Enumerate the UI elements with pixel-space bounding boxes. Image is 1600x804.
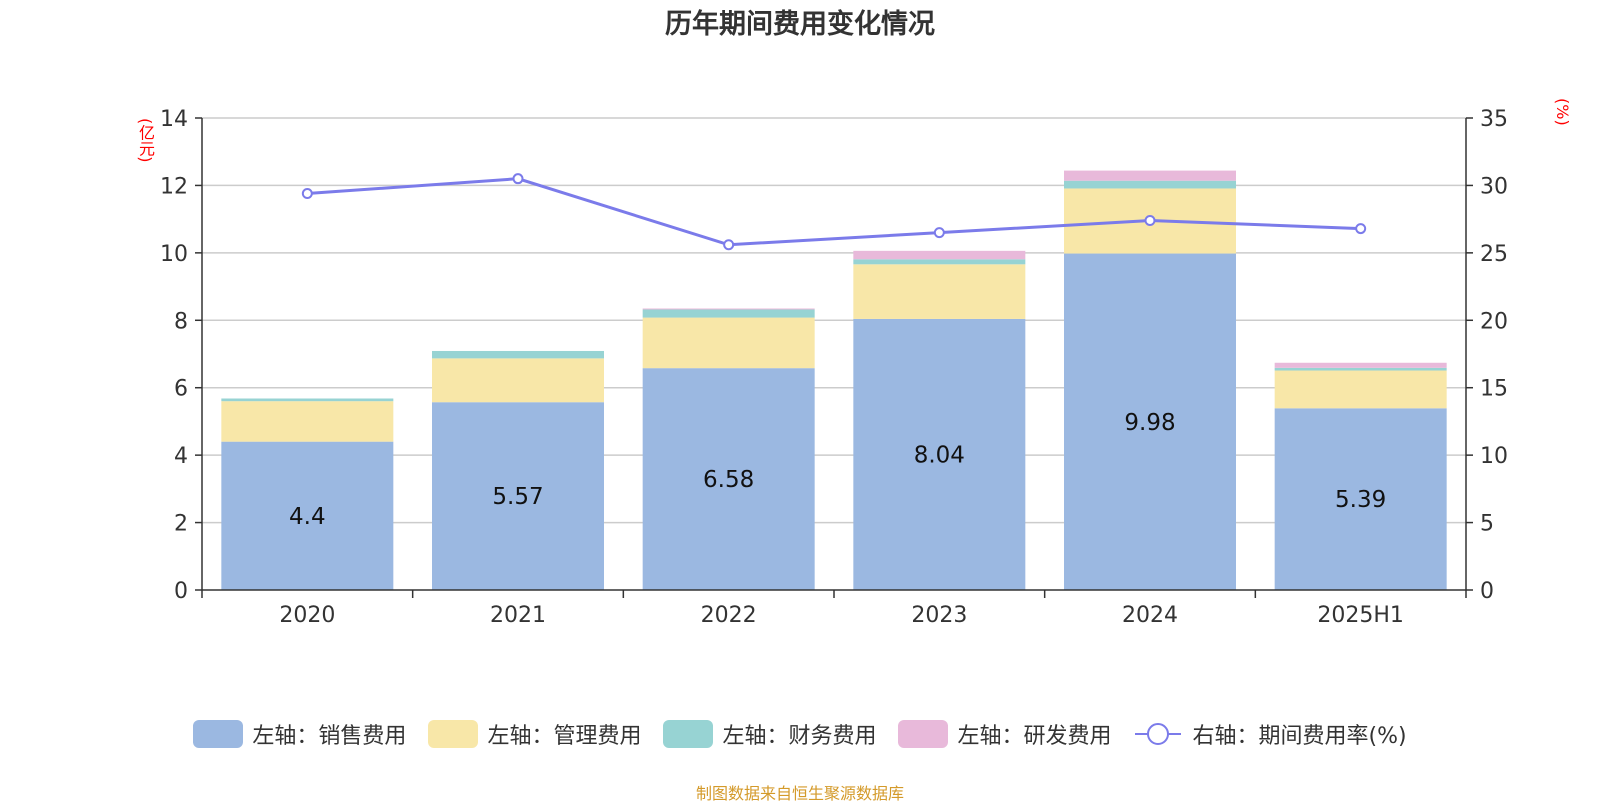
- legend-swatch-sales: [193, 720, 244, 748]
- x-axis-tick-label: 2020: [279, 603, 335, 628]
- right-axis-unit: (%): [1553, 98, 1572, 126]
- left-axis-unit: (亿元): [136, 118, 155, 163]
- x-axis-tick-label: 2025H1: [1317, 603, 1404, 628]
- left-axis-tick-label: 12: [160, 174, 188, 199]
- bar-3-2025H1: [1274, 362, 1447, 368]
- bar-1-2021: [432, 358, 604, 403]
- bar-2-2021: [432, 350, 604, 359]
- source-note: 制图数据来自恒生聚源数据库: [695, 784, 904, 803]
- data-label: 5.57: [492, 484, 543, 510]
- right-axis-tick-label: 5: [1480, 512, 1494, 537]
- bar-2-2022: [642, 309, 815, 318]
- rate-point-2024: [1144, 214, 1156, 226]
- left-axis-tick-label: 2: [174, 512, 188, 537]
- bar-1-2022: [642, 317, 815, 369]
- legend: 左轴：销售费用 左轴：管理费用 左轴：财务费用 左轴：研发费用 右轴：期间费用率…: [0, 718, 1600, 750]
- bar-1-2025H1: [1274, 370, 1447, 409]
- legend-item-admin[interactable]: 左轴：管理费用: [428, 718, 641, 750]
- bar-2-2023: [853, 259, 1026, 265]
- legend-item-sales[interactable]: 左轴：销售费用: [193, 718, 406, 750]
- bar-2-2025H1: [1274, 367, 1447, 371]
- legend-item-rd[interactable]: 左轴：研发费用: [898, 718, 1111, 750]
- rate-point-2023: [933, 227, 945, 239]
- legend-swatch-rd: [898, 720, 949, 748]
- bar-3-2022: [642, 308, 815, 310]
- legend-label-sales: 左轴：销售费用: [252, 724, 407, 749]
- left-axis-tick-label: 8: [174, 309, 188, 334]
- right-axis-tick-label: 0: [1480, 579, 1494, 604]
- right-axis-tick-label: 10: [1480, 444, 1508, 469]
- right-axis-tick-label: 30: [1480, 174, 1508, 199]
- legend-swatch-rate: [1135, 723, 1182, 745]
- bar-1-2020: [221, 401, 394, 442]
- bar-2-2020: [221, 398, 394, 402]
- bar-3-2023: [853, 250, 1026, 260]
- right-axis-tick-label: 15: [1480, 377, 1508, 402]
- bar-0-2025H1: [1274, 408, 1447, 590]
- data-label: 4.4: [289, 504, 326, 530]
- left-axis-tick-label: 14: [160, 107, 188, 132]
- chart-title: 历年期间费用变化情况: [665, 9, 935, 40]
- data-label: 6.58: [703, 467, 754, 493]
- x-axis-tick-label: 2023: [911, 603, 967, 628]
- legend-label-finance: 左轴：财务费用: [722, 724, 877, 749]
- bar-2-2024: [1064, 180, 1236, 189]
- legend-swatch-finance: [663, 720, 714, 748]
- x-axis-tick-label: 2024: [1122, 603, 1178, 628]
- rate-point-2022: [723, 239, 735, 251]
- rate-point-2020: [301, 188, 313, 200]
- legend-label-rate: 右轴：期间费用率(%): [1192, 724, 1407, 749]
- right-axis-tick-label: 35: [1480, 107, 1508, 132]
- bar-0-2021: [432, 402, 604, 590]
- data-label: 5.39: [1335, 487, 1386, 513]
- x-axis-tick-label: 2022: [701, 603, 757, 628]
- rate-line: [307, 177, 1361, 247]
- bar-0-2022: [642, 368, 815, 590]
- left-axis-tick-label: 10: [160, 242, 188, 267]
- left-axis-tick-label: 6: [174, 377, 188, 402]
- legend-label-admin: 左轴：管理费用: [487, 724, 642, 749]
- legend-swatch-admin: [428, 720, 479, 748]
- bar-0-2024: [1064, 253, 1236, 590]
- rate-point-2025H1: [1355, 223, 1367, 235]
- legend-label-rd: 左轴：研发费用: [957, 724, 1112, 749]
- bar-1-2023: [853, 264, 1026, 319]
- bar-3-2024: [1064, 170, 1236, 181]
- rate-point-2021: [512, 173, 524, 185]
- left-axis-tick-label: 0: [174, 579, 188, 604]
- right-axis-tick-label: 20: [1480, 309, 1508, 334]
- chart-canvas: 0 2 4 6 8 10 12 14 0 5 10 15 20 25 30 35 4.4 5.57 6.58 8.04…: [160, 107, 1508, 628]
- legend-item-rate[interactable]: 右轴：期间费用率(%): [1133, 718, 1407, 750]
- data-label: 9.98: [1124, 410, 1175, 436]
- x-axis-tick-label: 2021: [490, 603, 546, 628]
- left-axis-tick-label: 4: [174, 444, 188, 469]
- bar-0-2023: [853, 318, 1026, 590]
- bar-0-2020: [221, 441, 394, 590]
- legend-item-finance[interactable]: 左轴：财务费用: [663, 718, 876, 750]
- right-axis-tick-label: 25: [1480, 242, 1508, 267]
- data-label: 8.04: [914, 442, 965, 468]
